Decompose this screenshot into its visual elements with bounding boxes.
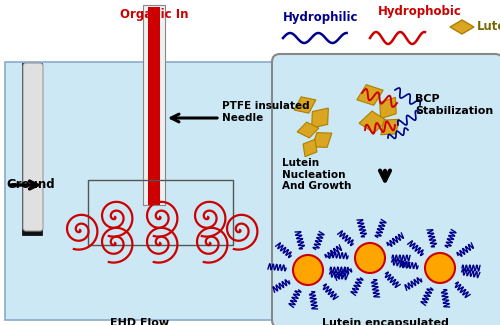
Bar [88,180,233,245]
Polygon shape [294,97,316,113]
Text: Lutein: Lutein [477,20,500,33]
Circle shape [355,243,385,273]
Polygon shape [357,85,383,105]
Polygon shape [297,122,319,138]
Text: EHD Flow
And
Rapid Mixing: EHD Flow And Rapid Mixing [100,318,180,325]
Polygon shape [381,119,399,135]
FancyBboxPatch shape [272,54,500,325]
Circle shape [425,253,455,283]
Text: Hydrophilic: Hydrophilic [283,11,358,24]
Text: BCP
Stabilization: BCP Stabilization [415,94,493,116]
FancyBboxPatch shape [23,63,43,231]
Polygon shape [359,111,387,133]
Bar [148,7,160,205]
Circle shape [293,255,323,285]
Text: Lutein
Nucleation
And Growth: Lutein Nucleation And Growth [282,158,352,191]
Text: Organic In: Organic In [120,8,188,21]
Polygon shape [450,20,474,34]
Polygon shape [303,139,317,157]
Text: PTFE insulated
Needle: PTFE insulated Needle [222,101,310,123]
Bar [22,63,42,235]
Text: Lutein encapsulated
BCP nanoparticles: Lutein encapsulated BCP nanoparticles [322,318,448,325]
Text: Ground: Ground [6,178,54,191]
Polygon shape [312,133,332,147]
FancyBboxPatch shape [5,62,277,320]
Polygon shape [312,108,328,128]
Text: Hydrophobic: Hydrophobic [378,6,462,19]
Bar [143,5,165,205]
Polygon shape [380,98,396,119]
